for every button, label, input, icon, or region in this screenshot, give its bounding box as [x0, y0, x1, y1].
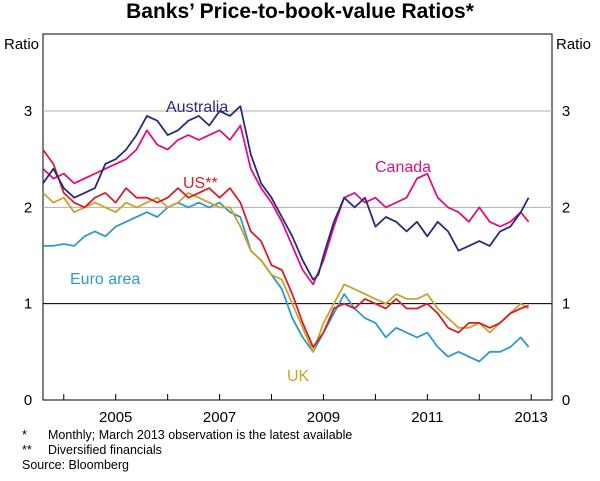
plot-frame: [42, 33, 553, 401]
y-tick-label-left: 1: [24, 296, 32, 313]
x-tick-label: 2009: [307, 409, 340, 426]
x-axis-ticks: 2005 2007 2009 2011 2013: [63, 394, 548, 426]
y-tick-label-left: 0: [24, 392, 32, 409]
x-tick-label: 2007: [203, 409, 236, 426]
series-group: [42, 105, 530, 363]
y-axis-right-ticks: 0 1 2 3: [562, 103, 570, 409]
y-tick-label-left: 2: [24, 199, 32, 216]
y-tick-label-right: 2: [562, 199, 570, 216]
x-tick-label: 2011: [411, 409, 443, 426]
series-label-canada: Canada: [375, 159, 431, 176]
footnotes: * Monthly; March 2013 observation is the …: [22, 428, 352, 473]
x-tick-label: 2005: [99, 409, 132, 426]
series-label-us: US**: [183, 175, 218, 192]
series-label-uk: UK: [287, 368, 310, 385]
x-tick-label: 2013: [515, 409, 548, 426]
source-note: Source: Bloomberg: [22, 458, 130, 472]
footnote-text: Monthly; March 2013 observation is the l…: [48, 428, 353, 442]
footnote-mark: *: [22, 428, 27, 442]
footnote: ** Diversified financials: [22, 443, 352, 458]
series-label-australia: Australia: [166, 99, 228, 116]
footnote-text: Diversified financials: [48, 443, 162, 457]
footnote-mark: **: [22, 443, 32, 457]
y-axis-right-label: Ratio: [556, 36, 591, 53]
series-line-us: [42, 149, 529, 348]
series-line-uk: [42, 191, 530, 353]
y-axis-left-label: Ratio: [4, 36, 39, 53]
series-line-canada: [42, 124, 530, 286]
y-tick-label-left: 3: [24, 103, 32, 120]
chart-title: Banks’ Price-to-book-value Ratios*: [126, 0, 474, 23]
footnote: * Monthly; March 2013 observation is the …: [22, 428, 352, 443]
series-line-euro-area: [43, 201, 530, 363]
series-label-euro-area: Euro area: [70, 271, 140, 288]
y-axis-left-ticks: 0 1 2 3: [24, 103, 32, 409]
y-tick-label-right: 0: [562, 392, 570, 409]
y-tick-label-right: 1: [562, 296, 570, 313]
series-line-australia: [42, 105, 530, 281]
y-tick-label-right: 3: [562, 103, 570, 120]
